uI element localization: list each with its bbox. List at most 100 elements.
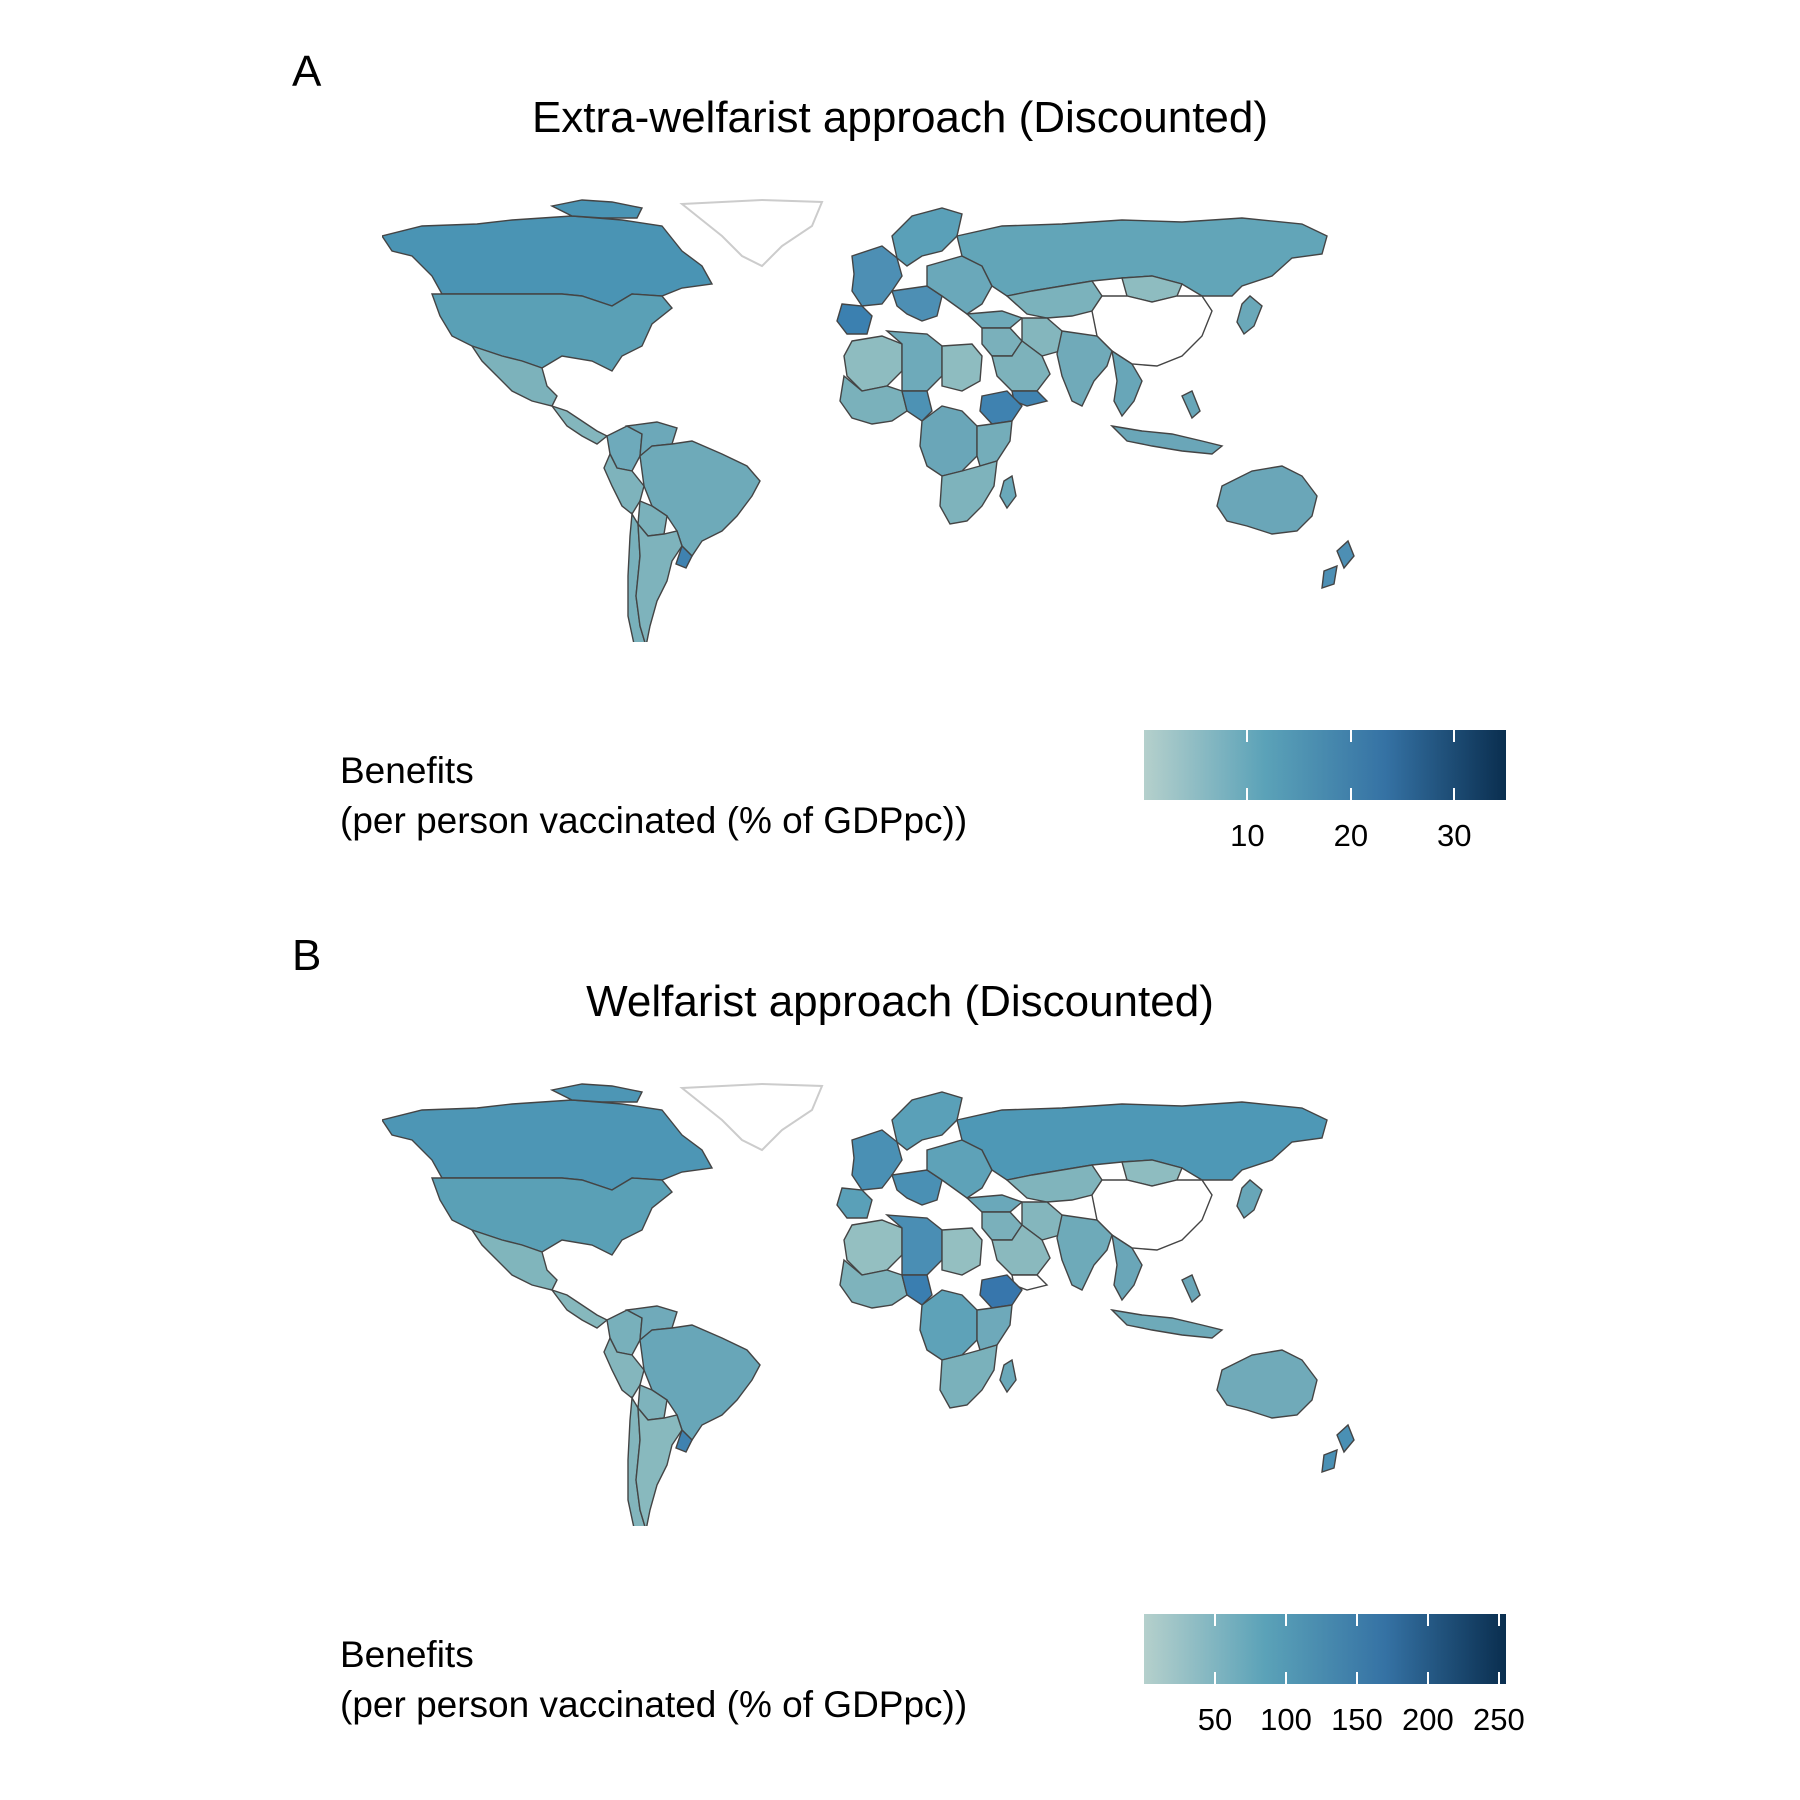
legend-tick-mark bbox=[1453, 788, 1456, 800]
country-east-africa bbox=[976, 420, 1013, 467]
country-europe-west bbox=[851, 245, 903, 307]
country-madagascar bbox=[999, 474, 1017, 510]
country-east-africa bbox=[976, 1304, 1013, 1351]
country-japan bbox=[1236, 295, 1263, 336]
country-usa bbox=[431, 1177, 673, 1256]
country-europe-west bbox=[851, 1129, 903, 1191]
country-se-asia bbox=[1181, 1274, 1201, 1304]
legend-tick-mark bbox=[1246, 730, 1249, 742]
country-peru bbox=[603, 452, 645, 516]
legend-tick-mark bbox=[1426, 1614, 1429, 1626]
country-scandinavia bbox=[891, 1091, 963, 1151]
legend-tick-label: 100 bbox=[1260, 1702, 1312, 1737]
country-india bbox=[1056, 1214, 1113, 1291]
country-north-africa bbox=[941, 343, 983, 392]
legend-tick-label: 250 bbox=[1473, 1702, 1525, 1737]
country-turkey bbox=[965, 310, 1024, 329]
world-map bbox=[382, 198, 1355, 642]
country-central-america bbox=[550, 404, 609, 445]
legend-tick-mark bbox=[1497, 1672, 1500, 1684]
legend-tick-label: 50 bbox=[1197, 1702, 1233, 1737]
country-madagascar bbox=[999, 1358, 1017, 1394]
country-west-africa bbox=[839, 1258, 908, 1309]
country-canada bbox=[382, 1099, 714, 1191]
country-japan bbox=[1236, 1179, 1263, 1220]
country-canada bbox=[382, 215, 714, 307]
country-greenland-fill bbox=[679, 1082, 824, 1152]
country-se-asia bbox=[1111, 1233, 1143, 1302]
legend-tick-mark bbox=[1426, 1672, 1429, 1684]
legend-tick-mark bbox=[1349, 788, 1352, 800]
panel-letter: B bbox=[292, 931, 322, 980]
country-se-asia bbox=[1111, 349, 1143, 418]
country-new-zealand bbox=[1336, 539, 1355, 570]
country-southern-africa bbox=[939, 1344, 998, 1409]
country-scandinavia bbox=[891, 207, 963, 267]
panel-letter: A bbox=[292, 47, 322, 96]
country-indonesia bbox=[1109, 1308, 1224, 1339]
country-nigeria bbox=[901, 390, 933, 422]
legend-title-line1: Benefits bbox=[340, 750, 474, 791]
country-nigeria bbox=[901, 1274, 933, 1306]
country-saudi bbox=[991, 339, 1051, 392]
country-argentina bbox=[635, 521, 683, 642]
legend-tick-label: 20 bbox=[1333, 818, 1369, 853]
legend-tick-mark bbox=[1355, 1672, 1358, 1684]
panel-a: A Extra-welfarist approach (Discounted) … bbox=[292, 47, 1506, 853]
legend-colorbar bbox=[1144, 1614, 1506, 1684]
country-india bbox=[1056, 330, 1113, 407]
country-new-zealand bbox=[1321, 1448, 1338, 1474]
legend-tick-label: 200 bbox=[1402, 1702, 1454, 1737]
legend-tick-mark bbox=[1284, 1672, 1287, 1684]
country-algeria-libya bbox=[884, 330, 943, 392]
country-algeria-libya bbox=[884, 1214, 943, 1276]
panel-title: Extra-welfarist approach (Discounted) bbox=[531, 93, 1269, 142]
country-west-africa bbox=[839, 374, 908, 425]
legend-tick-mark bbox=[1453, 730, 1456, 742]
country-new-zealand bbox=[1336, 1423, 1355, 1454]
legend-tick-mark bbox=[1497, 1614, 1500, 1626]
country-north-africa bbox=[941, 1227, 983, 1276]
legend-tick-label: 30 bbox=[1437, 818, 1472, 853]
legend-title-line2: (per person vaccinated (% of GDPpc)) bbox=[340, 800, 968, 841]
legend-tick-label: 150 bbox=[1331, 1702, 1383, 1737]
country-se-asia bbox=[1181, 390, 1201, 420]
legend-tick-mark bbox=[1284, 1614, 1287, 1626]
legend-tick-label: 10 bbox=[1230, 818, 1265, 853]
country-greenland-fill bbox=[679, 198, 824, 268]
legend-title: Benefits (per person vaccinated (% of GD… bbox=[340, 1630, 967, 1730]
country-southern-africa bbox=[939, 460, 998, 525]
country-peru bbox=[603, 1336, 645, 1400]
panel-title: Welfarist approach (Discounted) bbox=[586, 977, 1214, 1026]
legend-colorbar bbox=[1144, 730, 1506, 800]
legend-title-line2: (per person vaccinated (% of GDPpc)) bbox=[340, 1684, 968, 1725]
country-turkey bbox=[965, 1194, 1024, 1213]
country-spain bbox=[836, 1187, 873, 1219]
country-mexico bbox=[470, 344, 558, 407]
legend-tick-mark bbox=[1213, 1614, 1216, 1626]
legend-title: Benefits (per person vaccinated (% of GD… bbox=[340, 746, 967, 846]
country-saudi bbox=[991, 1223, 1051, 1276]
world-map bbox=[382, 1082, 1355, 1526]
country-australia bbox=[1216, 465, 1318, 535]
legend-tick-mark bbox=[1355, 1614, 1358, 1626]
country-new-zealand bbox=[1321, 564, 1338, 590]
country-spain bbox=[836, 303, 873, 335]
panel-b: B Welfarist approach (Discounted) Benefi… bbox=[0, 884, 1800, 1784]
country-australia bbox=[1216, 1349, 1318, 1419]
country-central-africa bbox=[919, 405, 978, 477]
country-central-africa bbox=[919, 1289, 978, 1361]
country-argentina bbox=[635, 1405, 683, 1526]
legend-tick-mark bbox=[1213, 1672, 1216, 1684]
country-mexico bbox=[470, 1228, 558, 1291]
country-canada bbox=[549, 199, 644, 219]
country-central-america bbox=[550, 1288, 609, 1329]
legend-tick-mark bbox=[1349, 730, 1352, 742]
legend-tick-mark bbox=[1246, 788, 1249, 800]
country-indonesia bbox=[1109, 424, 1224, 455]
legend-title-line1: Benefits bbox=[340, 1634, 474, 1675]
country-uruguay bbox=[675, 544, 693, 569]
country-uruguay bbox=[675, 1428, 693, 1453]
country-usa bbox=[431, 293, 673, 372]
country-canada bbox=[549, 1083, 644, 1103]
